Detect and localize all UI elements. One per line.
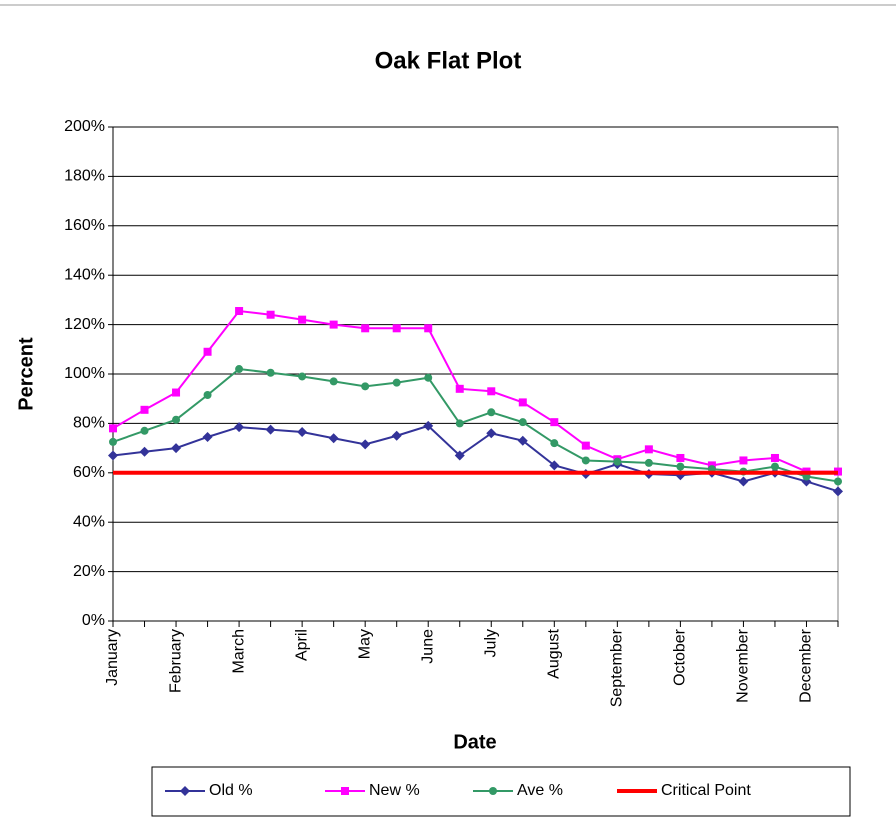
series-line <box>112 309 838 473</box>
x-tick-label: March <box>230 629 247 673</box>
marker <box>297 427 308 438</box>
marker <box>202 431 213 442</box>
legend-label: Ave % <box>517 782 563 799</box>
marker <box>770 453 779 462</box>
x-axis-title: Date <box>453 731 496 753</box>
marker <box>391 430 402 441</box>
marker <box>139 446 150 457</box>
marker <box>109 424 117 433</box>
x-tick-label: July <box>482 629 499 657</box>
marker <box>424 324 433 333</box>
y-axis-title: Percent <box>15 337 37 411</box>
marker <box>550 439 559 448</box>
marker <box>108 450 118 461</box>
marker <box>328 433 339 444</box>
marker <box>140 426 149 435</box>
marker <box>550 418 559 427</box>
x-tick-label: September <box>609 628 626 707</box>
marker <box>361 382 370 391</box>
marker <box>172 388 181 397</box>
marker <box>517 435 528 446</box>
y-tick-label: 0% <box>82 612 105 629</box>
marker <box>235 365 244 374</box>
x-tick-label: June <box>419 629 436 664</box>
chart-title: Oak Flat Plot <box>375 47 522 74</box>
marker <box>203 390 212 399</box>
marker <box>234 422 245 433</box>
y-tick-label: 60% <box>73 464 105 481</box>
x-tick-label: January <box>104 629 121 686</box>
marker <box>581 441 590 450</box>
legend-label: Critical Point <box>661 782 751 799</box>
marker <box>487 408 496 417</box>
marker <box>109 437 117 446</box>
legend-label: New % <box>369 782 420 799</box>
marker <box>833 486 843 497</box>
series-line <box>112 368 839 483</box>
marker <box>613 457 622 466</box>
marker <box>644 458 653 467</box>
marker <box>581 456 590 465</box>
marker <box>341 787 349 795</box>
x-tick-label: October <box>672 628 689 686</box>
marker <box>834 477 842 486</box>
marker <box>140 405 149 414</box>
marker <box>770 462 779 471</box>
marker <box>298 372 307 381</box>
y-tick-label: 160% <box>64 217 105 234</box>
y-tick-label: 180% <box>64 168 105 185</box>
marker <box>423 420 434 431</box>
x-tick-label: December <box>798 628 815 702</box>
x-tick-label: May <box>356 629 373 659</box>
marker <box>361 324 370 333</box>
marker <box>203 347 212 356</box>
marker <box>392 378 401 387</box>
marker <box>171 443 182 454</box>
marker <box>549 460 560 471</box>
marker <box>518 398 527 407</box>
marker <box>518 418 527 427</box>
marker <box>454 450 465 461</box>
marker <box>329 377 338 386</box>
marker <box>235 307 244 316</box>
x-tick-label: February <box>167 629 184 693</box>
marker <box>489 787 497 795</box>
y-tick-label: 200% <box>64 118 105 135</box>
marker <box>676 453 685 462</box>
marker <box>739 456 748 465</box>
marker <box>180 786 190 796</box>
marker <box>455 384 464 393</box>
y-tick-label: 120% <box>64 316 105 333</box>
marker <box>266 368 275 377</box>
legend-label: Old % <box>209 782 253 799</box>
marker <box>455 419 464 428</box>
marker <box>266 310 275 319</box>
marker <box>676 462 685 471</box>
marker <box>738 476 749 487</box>
y-tick-label: 140% <box>64 266 105 283</box>
marker <box>329 320 338 329</box>
marker <box>392 324 401 333</box>
y-tick-label: 40% <box>73 513 105 530</box>
marker <box>644 445 653 454</box>
y-tick-label: 80% <box>73 415 105 432</box>
marker <box>298 315 307 324</box>
marker <box>360 439 371 450</box>
marker <box>486 428 497 439</box>
marker <box>487 387 496 396</box>
marker <box>424 373 433 382</box>
x-tick-label: November <box>735 628 752 702</box>
y-tick-label: 20% <box>73 563 105 580</box>
marker <box>172 415 181 424</box>
x-tick-label: April <box>293 629 310 661</box>
y-tick-label: 100% <box>64 365 105 382</box>
x-tick-label: August <box>546 628 563 678</box>
marker <box>265 424 276 435</box>
